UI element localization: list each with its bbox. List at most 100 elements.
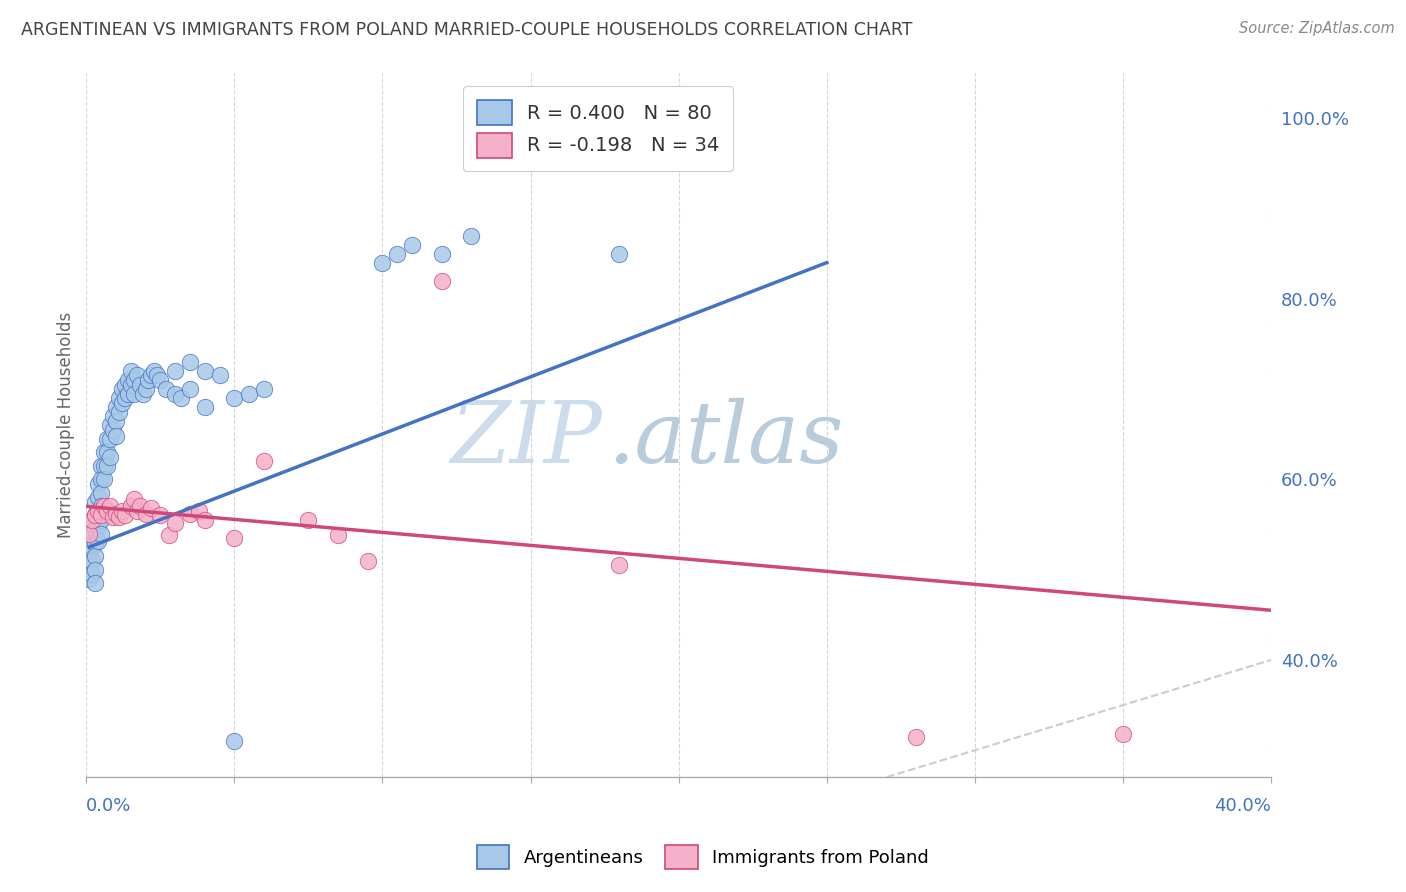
Point	[131, 386, 153, 401]
Point	[122, 492, 145, 507]
Point	[326, 528, 349, 542]
Point	[401, 237, 423, 252]
Point	[101, 423, 124, 437]
Point	[149, 508, 172, 523]
Point	[98, 450, 121, 464]
Text: ZIP: ZIP	[450, 398, 602, 481]
Point	[84, 495, 107, 509]
Point	[238, 386, 260, 401]
Point	[125, 504, 148, 518]
Point	[157, 528, 180, 542]
Point	[82, 513, 104, 527]
Point	[82, 513, 104, 527]
Point	[194, 364, 217, 378]
Point	[82, 567, 104, 582]
Point	[90, 513, 112, 527]
Point	[96, 458, 118, 473]
Point	[77, 558, 100, 573]
Point	[77, 526, 100, 541]
Point	[117, 373, 139, 387]
Point	[96, 445, 118, 459]
Point	[114, 377, 136, 392]
Point	[87, 476, 110, 491]
Point	[179, 355, 201, 369]
Point	[904, 730, 927, 744]
Point	[82, 526, 104, 541]
Point	[90, 508, 112, 523]
Point	[98, 432, 121, 446]
Point	[120, 364, 142, 378]
Point	[82, 540, 104, 554]
Point	[101, 409, 124, 424]
Point	[208, 368, 231, 383]
Point	[104, 429, 127, 443]
Point	[104, 414, 127, 428]
Text: Source: ZipAtlas.com: Source: ZipAtlas.com	[1239, 21, 1395, 36]
Point	[117, 386, 139, 401]
Point	[224, 531, 246, 545]
Point	[90, 526, 112, 541]
Point	[84, 522, 107, 536]
Point	[93, 458, 115, 473]
Point	[84, 508, 107, 523]
Point	[108, 510, 131, 524]
Text: .atlas: .atlas	[607, 398, 844, 481]
Point	[96, 432, 118, 446]
Point	[87, 519, 110, 533]
Point	[143, 364, 166, 378]
Point	[357, 553, 380, 567]
Point	[96, 504, 118, 518]
Point	[125, 368, 148, 383]
Point	[77, 572, 100, 586]
Point	[194, 400, 217, 414]
Point	[135, 507, 157, 521]
Point	[111, 395, 134, 409]
Point	[165, 516, 187, 530]
Point	[430, 274, 453, 288]
Point	[114, 391, 136, 405]
Point	[179, 382, 201, 396]
Point	[120, 377, 142, 392]
Point	[155, 382, 177, 396]
Point	[149, 373, 172, 387]
Point	[101, 510, 124, 524]
Point	[179, 507, 201, 521]
Point	[141, 368, 163, 383]
Point	[194, 513, 217, 527]
Point	[460, 228, 482, 243]
Point	[253, 454, 276, 468]
Y-axis label: Married-couple Households: Married-couple Households	[58, 312, 75, 538]
Point	[430, 246, 453, 260]
Point	[609, 246, 631, 260]
Point	[104, 507, 127, 521]
Point	[90, 472, 112, 486]
Point	[111, 504, 134, 518]
Point	[108, 404, 131, 418]
Point	[84, 576, 107, 591]
Point	[122, 386, 145, 401]
Point	[170, 391, 193, 405]
Point	[77, 544, 100, 558]
Point	[187, 504, 209, 518]
Point	[87, 504, 110, 518]
Point	[165, 364, 187, 378]
Point	[141, 501, 163, 516]
Point	[98, 418, 121, 433]
Point	[90, 486, 112, 500]
Point	[104, 400, 127, 414]
Point	[224, 734, 246, 748]
Point	[609, 558, 631, 573]
Point	[224, 391, 246, 405]
Point	[90, 458, 112, 473]
Point	[135, 382, 157, 396]
Point	[111, 382, 134, 396]
Point	[84, 549, 107, 563]
Point	[297, 513, 319, 527]
Point	[122, 373, 145, 387]
Legend: Argentineans, Immigrants from Poland: Argentineans, Immigrants from Poland	[470, 838, 936, 876]
Point	[371, 255, 394, 269]
Point	[93, 445, 115, 459]
Point	[87, 491, 110, 505]
Legend: R = 0.400   N = 80, R = -0.198   N = 34: R = 0.400 N = 80, R = -0.198 N = 34	[464, 87, 734, 171]
Point	[84, 535, 107, 549]
